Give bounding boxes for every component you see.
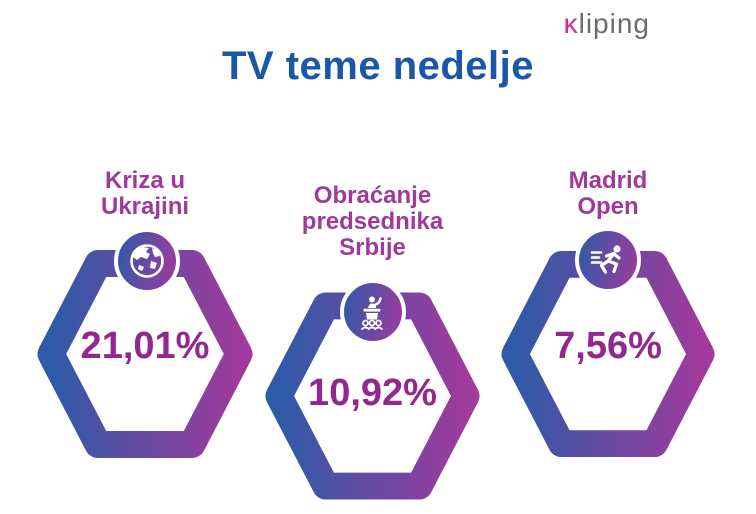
kliping-logo-mark: κ — [563, 8, 579, 39]
badge-icon-circle — [114, 228, 180, 294]
badge-obracanje-predsednika: Obraćanje predsednika Srbije — [265, 155, 480, 514]
hexagon-shape — [265, 292, 480, 500]
badge-madrid-open: Madrid Open — [501, 155, 715, 514]
badge-label: Madrid Open — [568, 167, 648, 220]
badge-value: 21,01% — [80, 325, 210, 367]
podium-speaker-icon — [360, 296, 384, 331]
badge-icon-circle — [575, 227, 641, 293]
badge-label: Kriza u Ukrajini — [100, 167, 190, 220]
runner-icon — [590, 245, 621, 274]
badge-kriza-u-ukrajini: Kriza u Ukrajini 21,01% — [37, 155, 253, 514]
badge-value: 10,92% — [308, 372, 437, 414]
badge-label: Obraćanje predsednika Srbije — [301, 182, 444, 261]
kliping-logo-text: liping — [578, 8, 650, 39]
globe-icon — [130, 244, 164, 278]
kliping-logo: κ liping — [564, 8, 650, 40]
hexagon-shape — [37, 250, 253, 458]
badge-icon-circle — [340, 279, 406, 345]
hexagon-shape — [501, 250, 715, 458]
badge-value: 7,56% — [554, 325, 662, 367]
page-title: TV teme nedelje — [221, 44, 535, 88]
